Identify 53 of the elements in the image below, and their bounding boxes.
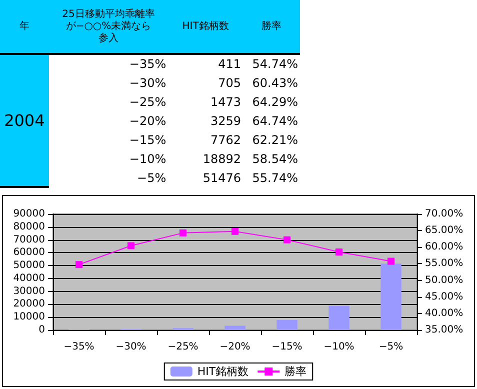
legend-label: HIT銘柄数 [197, 365, 249, 378]
y-tick-label: 30000 [13, 286, 45, 297]
text: 64.74% [251, 112, 299, 130]
text: HIT銘柄数 [182, 20, 229, 32]
y-tick-label: 20000 [13, 298, 45, 310]
text: 411 [217, 56, 242, 73]
text: 7762 [209, 132, 242, 148]
text: 60.43% [251, 74, 299, 92]
y2-tick-label: 65.00% [425, 225, 464, 236]
category-label: −35% [129, 57, 166, 71]
x-tick-label: −35% [64, 342, 94, 352]
x-tick-label: −5% [378, 342, 404, 352]
text: 18892 [202, 150, 242, 168]
y-tick-label: 10000 [13, 312, 45, 323]
text: 64.29% [251, 94, 299, 110]
y2-tick-label: 55.00% [425, 258, 464, 270]
text: 705 [217, 74, 242, 92]
legend-label: 勝率 [284, 365, 307, 378]
text: 3259 [209, 112, 242, 130]
y-tick-label: 60000 [13, 247, 45, 258]
category-label: −25% [129, 94, 166, 108]
category-label: −15% [129, 132, 166, 146]
text: 25日移動平均乖離率が−○○%未満なら参入 [48, 0, 168, 54]
y-tick-label: 90000 [13, 208, 45, 220]
y-tick-label: 80000 [13, 221, 45, 232]
text: 51476 [202, 170, 242, 186]
category-label: −30% [129, 76, 166, 90]
category-label: −10% [129, 152, 166, 166]
text: 1473 [209, 94, 242, 110]
x-tick-label: −15% [272, 342, 302, 352]
y-tick-label: 50000 [13, 260, 45, 272]
text: 年 [0, 0, 49, 54]
text: 2004 [0, 54, 49, 187]
category-label: −20% [129, 114, 166, 128]
text: 54.74% [251, 56, 299, 73]
y2-tick-label: 50.00% [425, 274, 464, 286]
y-tick-label: 70000 [13, 234, 45, 246]
text: 勝率 [262, 20, 282, 32]
text: 62.21% [251, 132, 299, 148]
category-label: −5% [137, 170, 166, 184]
text: 58.54% [251, 150, 299, 168]
y2-tick-label: 60.00% [425, 242, 464, 253]
x-tick-label: −30% [116, 342, 146, 352]
y2-tick-label: 45.00% [425, 291, 464, 302]
y-tick-label: 40000 [13, 272, 45, 284]
x-tick-label: −25% [168, 342, 198, 352]
x-tick-label: −10% [324, 342, 354, 352]
y2-tick-label: 70.00% [425, 208, 464, 220]
y2-tick-label: 35.00% [425, 324, 464, 336]
y2-tick-label: 40.00% [425, 308, 464, 319]
y-tick-label: 0 [38, 324, 45, 336]
x-tick-label: −20% [220, 342, 250, 352]
text: 55.74% [251, 170, 299, 186]
